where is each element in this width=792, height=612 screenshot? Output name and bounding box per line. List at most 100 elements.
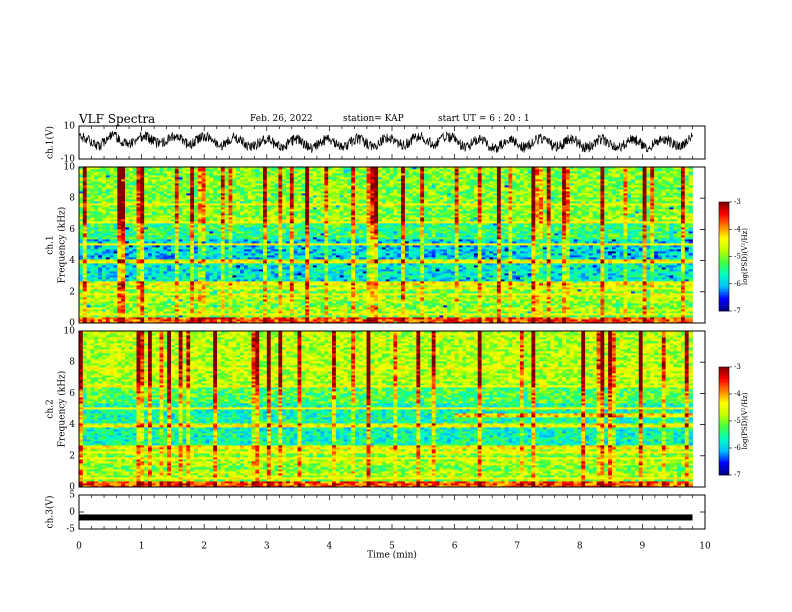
heatmap-cell xyxy=(94,301,99,304)
heatmap-cell xyxy=(178,197,183,200)
heatmap-cell xyxy=(155,179,160,182)
heatmap-cell xyxy=(155,257,160,260)
heatmap-cell xyxy=(94,311,99,314)
heatmap-cell xyxy=(163,317,168,320)
heatmap-cell xyxy=(197,283,203,286)
heatmap-cell xyxy=(190,305,195,308)
heatmap-cell xyxy=(159,217,164,220)
heatmap-cell xyxy=(82,313,88,316)
heatmap-cell xyxy=(121,233,126,236)
heatmap-cell xyxy=(167,293,172,296)
heatmap-cell xyxy=(113,297,118,300)
heatmap-cell xyxy=(94,249,99,252)
heatmap-cell xyxy=(128,213,134,216)
heatmap-cell xyxy=(186,215,191,218)
heatmap-cell xyxy=(178,175,183,178)
heatmap-cell xyxy=(144,215,149,218)
heatmap-cell xyxy=(125,195,130,198)
heatmap-cell xyxy=(174,197,180,200)
heatmap-cell xyxy=(121,301,126,304)
heatmap-cell xyxy=(136,299,141,302)
heatmap-cell xyxy=(171,279,176,282)
heatmap-cell xyxy=(82,259,88,262)
heatmap-cell xyxy=(186,197,191,200)
heatmap-cell xyxy=(194,203,199,206)
heatmap-cell xyxy=(159,255,164,258)
heatmap-cell xyxy=(82,273,88,276)
heatmap-cell xyxy=(94,175,99,178)
heatmap-cell xyxy=(98,243,103,246)
heatmap-cell xyxy=(140,277,145,280)
heatmap-cell xyxy=(86,311,91,314)
heatmap-cell xyxy=(125,251,130,254)
heatmap-cell xyxy=(86,169,91,172)
heatmap-cell xyxy=(197,263,203,266)
heatmap-cell xyxy=(86,215,91,218)
heatmap-cell xyxy=(182,215,187,218)
heatmap-cell xyxy=(121,197,126,200)
heatmap-cell xyxy=(132,261,137,264)
heatmap-cell xyxy=(121,315,126,318)
heatmap-cell xyxy=(125,295,130,298)
heatmap-cell xyxy=(136,315,141,318)
heatmap-cell xyxy=(82,245,88,248)
heatmap-cell xyxy=(144,303,149,306)
x-tick-label: 9 xyxy=(640,542,646,552)
heatmap-cell xyxy=(186,289,191,292)
heatmap-cell xyxy=(128,195,134,198)
heatmap-cell xyxy=(194,317,199,320)
heatmap-cell xyxy=(186,193,191,196)
heatmap-cell xyxy=(155,267,160,270)
heatmap-cell xyxy=(82,253,88,256)
heatmap-cell xyxy=(178,279,183,282)
heatmap-cell xyxy=(125,273,130,276)
x-tick-label: 4 xyxy=(327,542,333,552)
heatmap-cell xyxy=(128,201,134,204)
heatmap-cell xyxy=(148,199,153,202)
heatmap-cell xyxy=(140,321,145,324)
heatmap-cell xyxy=(163,245,168,248)
heatmap-cell xyxy=(178,295,183,298)
heatmap-cell xyxy=(121,291,126,294)
heatmap-cell xyxy=(82,247,88,250)
heatmap-cell xyxy=(79,267,84,270)
heatmap-cell xyxy=(132,309,137,312)
heatmap-cell xyxy=(82,187,88,190)
heatmap-cell xyxy=(144,179,149,182)
heatmap-cell xyxy=(82,239,88,242)
heatmap-cell xyxy=(121,293,126,296)
heatmap-cell xyxy=(86,225,91,228)
heatmap-cell xyxy=(79,219,84,222)
heatmap-cell xyxy=(86,259,91,262)
heatmap-cell xyxy=(171,239,176,242)
heatmap-cell xyxy=(144,297,149,300)
heatmap-cell xyxy=(117,179,122,182)
heatmap-cell xyxy=(117,291,122,294)
heatmap-cell xyxy=(79,205,84,208)
heatmap-cell xyxy=(94,167,99,170)
heatmap-cell xyxy=(148,175,153,178)
heatmap-cell xyxy=(151,205,157,208)
heatmap-cell xyxy=(113,225,118,228)
heatmap-cell xyxy=(163,291,168,294)
heatmap-cell xyxy=(136,209,141,212)
heatmap-cell xyxy=(90,189,95,192)
heatmap-cell xyxy=(109,243,114,246)
heatmap-cell xyxy=(197,269,203,272)
heatmap-cell xyxy=(167,315,172,318)
heatmap-cell xyxy=(140,309,145,312)
heatmap-cell xyxy=(102,315,107,318)
heatmap-cell xyxy=(121,305,126,308)
heatmap-cell xyxy=(113,287,118,290)
heatmap-cell xyxy=(82,185,88,188)
heatmap-cell xyxy=(190,171,195,174)
heatmap-cell xyxy=(148,231,153,234)
panel-waveform-ch3 xyxy=(78,494,706,530)
heatmap-cell xyxy=(121,299,126,302)
heatmap-cell xyxy=(128,205,134,208)
heatmap-cell xyxy=(140,317,145,320)
heatmap-cell xyxy=(121,193,126,196)
heatmap-cell xyxy=(117,257,122,260)
heatmap-cell xyxy=(194,193,199,196)
heatmap-cell xyxy=(117,183,122,186)
